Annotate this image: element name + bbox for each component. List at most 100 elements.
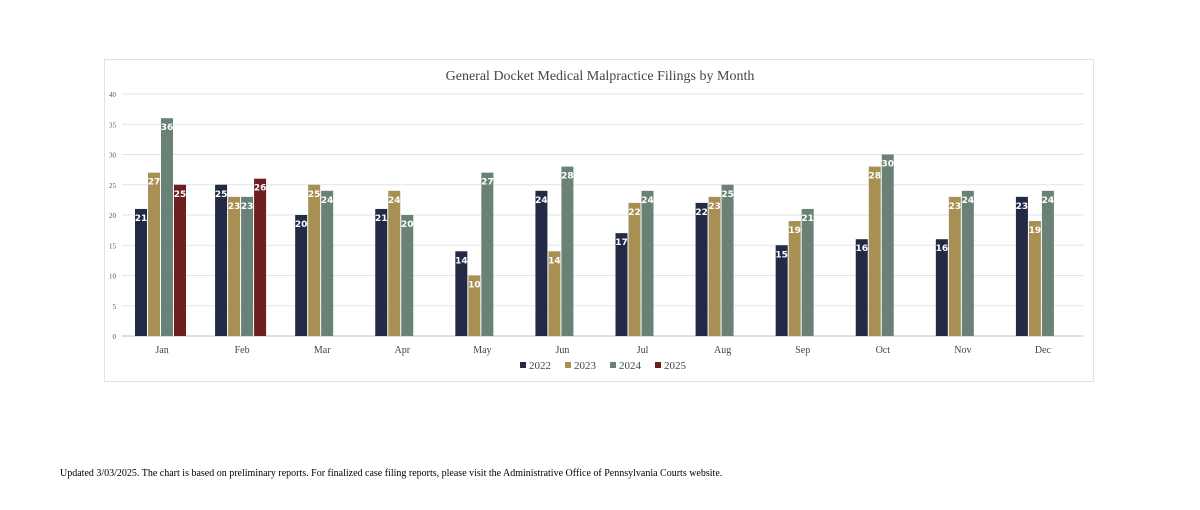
- bar: [855, 239, 868, 336]
- data-label: 20: [401, 220, 414, 230]
- bar: [935, 239, 948, 336]
- bar: [948, 196, 961, 336]
- bar: [295, 215, 308, 336]
- data-label: 25: [308, 190, 321, 200]
- y-tick-label: 5: [113, 303, 117, 311]
- bar: [401, 215, 414, 336]
- bar: [375, 208, 388, 336]
- bar: [708, 196, 721, 336]
- footnote: Updated 3/03/2025. The chart is based on…: [60, 468, 723, 479]
- bar: [775, 245, 788, 336]
- x-tick-label: Aug: [714, 345, 731, 356]
- y-axis-ticks: 0 5 10 15 20 25 30 35 40: [109, 91, 117, 341]
- data-label: 20: [295, 220, 308, 230]
- bar: [135, 208, 147, 336]
- x-tick-label: Jan: [155, 345, 168, 356]
- y-tick-label: 15: [109, 242, 117, 250]
- data-label: 15: [775, 250, 788, 260]
- x-tick-label: Mar: [314, 345, 331, 356]
- bar: [868, 166, 881, 336]
- data-label: 21: [801, 214, 814, 224]
- data-label: 24: [535, 196, 548, 206]
- x-tick-label: Oct: [876, 345, 891, 356]
- y-tick-label: 25: [109, 182, 117, 190]
- bar: [615, 233, 628, 336]
- bar: [241, 196, 254, 336]
- legend-label: 2023: [574, 360, 597, 372]
- data-label: 23: [949, 202, 962, 212]
- legend-label: 2022: [529, 360, 551, 372]
- y-tick-label: 10: [109, 273, 117, 281]
- data-label: 36: [161, 123, 174, 133]
- data-label: 19: [788, 226, 801, 236]
- data-label: 10: [468, 281, 481, 291]
- data-label: 27: [481, 178, 494, 188]
- y-tick-label: 30: [109, 152, 117, 160]
- chart-title: General Docket Medical Malpractice Filin…: [446, 69, 755, 84]
- legend-label: 2025: [664, 360, 687, 372]
- data-label: 23: [228, 202, 241, 212]
- bar: [481, 172, 494, 336]
- data-label: 21: [375, 214, 388, 224]
- legend-swatch: [520, 362, 526, 368]
- chart-container: General Docket Medical Malpractice Filin…: [104, 59, 1094, 382]
- x-tick-label: Dec: [1035, 345, 1052, 356]
- bar: [1015, 196, 1028, 336]
- data-label: 24: [1042, 196, 1055, 206]
- data-label: 17: [615, 238, 628, 248]
- bar: [468, 275, 481, 336]
- data-label: 14: [548, 256, 561, 266]
- y-tick-label: 0: [113, 333, 117, 341]
- data-label: 25: [174, 190, 187, 200]
- bar: [455, 251, 468, 336]
- data-label: 27: [148, 178, 161, 188]
- bar: [321, 190, 334, 336]
- bar: [1028, 221, 1041, 336]
- bar: [1041, 190, 1054, 336]
- x-tick-label: Apr: [395, 345, 411, 356]
- bar: [388, 190, 401, 336]
- data-label: 22: [628, 208, 641, 218]
- gridlines: [122, 93, 1083, 337]
- bar: [721, 184, 734, 336]
- legend-label: 2024: [619, 360, 642, 372]
- legend-swatch: [655, 362, 661, 368]
- y-tick-label: 35: [109, 121, 117, 129]
- bar: [215, 184, 228, 336]
- bar: [801, 208, 814, 336]
- data-label: 16: [936, 244, 949, 254]
- bar: [254, 178, 267, 336]
- data-label: 25: [721, 190, 734, 200]
- x-tick-label: May: [473, 345, 491, 356]
- bar: [308, 184, 321, 336]
- x-tick-label: Feb: [235, 345, 250, 356]
- data-label: 16: [855, 244, 868, 254]
- data-label: 23: [241, 202, 254, 212]
- data-label: 24: [388, 196, 401, 206]
- bar: [174, 184, 186, 336]
- data-label: 28: [868, 172, 881, 182]
- bar: [148, 172, 160, 336]
- bars: [135, 118, 1054, 336]
- x-tick-label: Jul: [637, 345, 649, 356]
- bar-chart: General Docket Medical Malpractice Filin…: [109, 69, 1083, 372]
- x-tick-label: Nov: [954, 345, 971, 356]
- data-label: 23: [1016, 202, 1029, 212]
- data-label: 21: [135, 214, 148, 224]
- y-tick-label: 20: [109, 212, 117, 220]
- bar: [961, 190, 974, 336]
- data-label: 19: [1029, 226, 1042, 236]
- data-label: 24: [641, 196, 654, 206]
- y-tick-label: 40: [109, 91, 117, 99]
- x-tick-label: Sep: [795, 345, 810, 356]
- bar: [881, 154, 894, 336]
- data-label: 14: [455, 256, 468, 266]
- legend-swatch: [610, 362, 616, 368]
- bar: [561, 166, 574, 336]
- bar: [228, 196, 241, 336]
- legend-swatch: [565, 362, 571, 368]
- x-tick-label: Jun: [556, 345, 570, 356]
- bar: [548, 251, 561, 336]
- legend: 2022 2023 2024 2025: [520, 360, 687, 372]
